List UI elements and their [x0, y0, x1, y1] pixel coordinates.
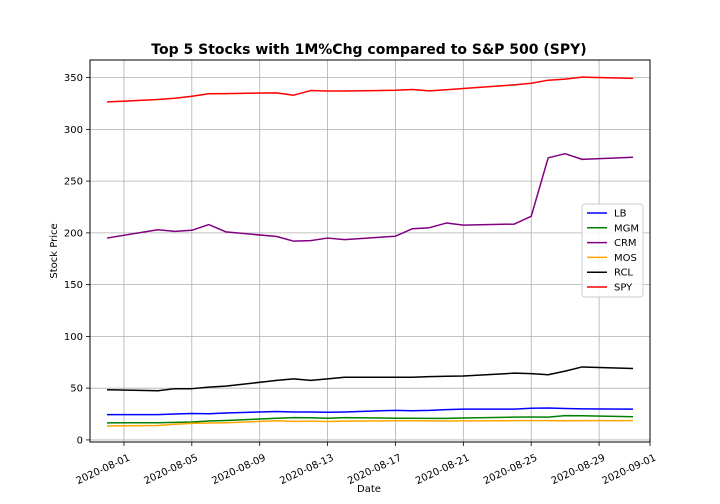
x-tick-label: 2020-08-09 [210, 453, 267, 488]
series-line-lb [106, 407, 634, 416]
chart-title: Top 5 Stocks with 1M%Chg compared to S&P… [151, 42, 586, 58]
x-axis-label: Date [357, 484, 381, 495]
x-tick-label: 2020-08-29 [550, 453, 607, 488]
x-axis: 2020-08-01 2020-08-05 2020-08-09 2020-08-13… [75, 442, 658, 487]
y-tick-label: 300 [64, 125, 83, 136]
series-line-crm [106, 152, 634, 242]
x-tick-label: 2020-08-13 [278, 453, 335, 488]
x-tick-label: 2020-08-21 [414, 453, 471, 488]
series-line-mos [106, 419, 634, 427]
series-line-rcl [106, 366, 634, 392]
y-tick-label: 250 [64, 177, 83, 188]
y-tick-label: 200 [64, 228, 83, 239]
legend-label-mgm: MGM [614, 223, 639, 234]
x-tick-label: 2020-08-17 [346, 453, 403, 488]
y-tick-label: 150 [64, 280, 83, 291]
legend-label-crm: CRM [614, 238, 637, 249]
legend-box [581, 203, 644, 298]
plot-frame [89, 59, 651, 443]
x-tick-label: 2020-08-01 [75, 453, 132, 488]
legend-label-lb: LB [614, 209, 627, 220]
x-tick-label: 2020-08-25 [482, 453, 539, 488]
y-axis: 0 50 100 150 200 250 300 350 [64, 73, 90, 446]
grid [90, 60, 651, 442]
x-tick-label: 2020-08-05 [142, 453, 199, 488]
x-tick-label: 2020-09-01 [601, 453, 658, 488]
y-tick-label: 50 [70, 384, 83, 395]
y-tick-label: 350 [64, 73, 83, 84]
legend-label-spy: SPY [614, 283, 633, 294]
y-axis-label: Stock Price [49, 223, 60, 278]
y-tick-label: 100 [64, 332, 83, 343]
legend-label-mos: MOS [614, 253, 637, 264]
series-lines [106, 76, 634, 427]
series-line-spy [106, 76, 634, 103]
y-tick-label: 0 [77, 435, 83, 446]
legend-label-rcl: RCL [614, 268, 633, 279]
legend: LB MGM CRM MOS RCL SPY [581, 203, 644, 298]
series-line-mgm [106, 414, 634, 424]
